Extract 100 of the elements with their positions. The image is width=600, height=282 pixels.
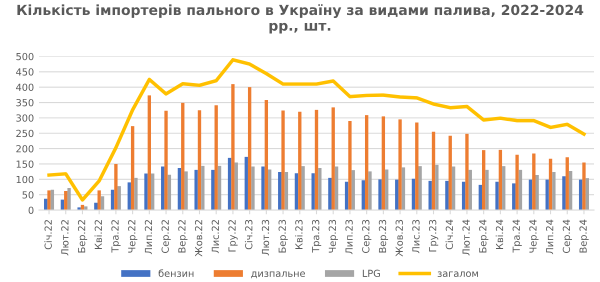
bar <box>231 84 235 210</box>
bar <box>311 173 315 210</box>
x-tick-label: Жов.23 <box>396 220 403 257</box>
x-tick-label: Сер.23 <box>362 220 372 253</box>
bar <box>194 170 198 210</box>
bar <box>586 178 589 210</box>
x-tick-label: Січ.22 <box>44 220 52 250</box>
bar <box>148 95 152 210</box>
x-tick-label: Сер.24 <box>562 220 572 253</box>
bar <box>418 166 422 210</box>
x-tick-label: Лип.24 <box>546 220 554 254</box>
line-series <box>47 58 586 202</box>
bar <box>201 166 204 210</box>
x-tick-label: Бер.23 <box>278 220 288 252</box>
bar <box>352 170 355 210</box>
bar <box>435 164 439 210</box>
bar <box>332 107 335 210</box>
bar <box>515 154 519 210</box>
x-tick-label: Вер.23 <box>378 220 388 252</box>
bar <box>578 180 582 210</box>
x-tick-label: Чер.22 <box>128 220 138 253</box>
x-tick-label: Лют.24 <box>462 220 470 256</box>
bar <box>535 175 539 210</box>
x-tick-label: Вер.22 <box>178 220 188 252</box>
x-tick-label: Січ.23 <box>244 220 252 250</box>
legend-label: LPG <box>362 270 380 278</box>
y-tick-label: 0 <box>28 206 34 214</box>
bar <box>248 87 252 210</box>
x-tick-label: Кві.22 <box>94 220 102 249</box>
bar <box>128 182 131 210</box>
legend-label: бензин <box>158 269 194 278</box>
bar <box>184 171 188 210</box>
bar <box>60 200 64 210</box>
bar <box>385 170 388 210</box>
x-tick-label: Січ.24 <box>446 220 454 250</box>
bar <box>278 172 282 210</box>
bar <box>532 154 536 210</box>
y-tick-label: 250 <box>16 130 34 138</box>
x-tick-label: Бер.22 <box>78 220 88 252</box>
bar <box>468 170 472 210</box>
bar <box>498 150 502 210</box>
x-tick-label: Кві.24 <box>496 220 504 249</box>
bar <box>562 176 566 210</box>
x-tick-label: Лип.23 <box>345 220 353 254</box>
bar <box>382 116 386 210</box>
y-tick-label: 50 <box>22 191 34 199</box>
bar <box>478 184 482 210</box>
bar <box>318 168 322 210</box>
bar <box>268 170 272 210</box>
x-tick-label: Тра.24 <box>512 220 522 253</box>
x-tick-label: Лип.22 <box>144 220 152 254</box>
y-tick-label: 100 <box>16 176 34 184</box>
bar <box>566 157 569 210</box>
bar <box>502 166 506 210</box>
bar <box>67 188 71 210</box>
bar <box>181 102 184 210</box>
bar <box>264 100 268 210</box>
legend-label: дизпальне <box>251 271 305 278</box>
x-tick-label: Лис.23 <box>412 220 420 254</box>
bar <box>344 182 348 210</box>
bar <box>362 180 365 210</box>
bar <box>448 136 452 210</box>
bar <box>234 162 238 210</box>
bar <box>130 126 134 210</box>
legend-label: загалом <box>438 271 478 278</box>
bar <box>94 202 98 210</box>
bar <box>161 166 164 210</box>
x-tick-label: Гру.22 <box>228 220 238 252</box>
x-tick-label: Сер.22 <box>162 220 171 253</box>
bar <box>552 172 556 210</box>
x-tick-label: Тра.22 <box>111 220 121 253</box>
bar <box>214 105 218 210</box>
bar <box>168 174 172 210</box>
bar <box>151 174 154 210</box>
bar <box>568 171 572 210</box>
bar <box>395 180 398 210</box>
bar <box>462 182 466 210</box>
y-tick-label: 500 <box>16 52 34 60</box>
bar <box>284 172 288 210</box>
bar <box>98 190 101 210</box>
x-tick-label: Гру.23 <box>428 220 438 252</box>
bar <box>364 115 368 210</box>
x-tick-label: Лют.23 <box>262 220 270 256</box>
bar <box>398 119 402 210</box>
bar <box>301 166 305 210</box>
y-tick-label: 300 <box>16 114 34 122</box>
x-tick-label: Кві.23 <box>295 220 303 249</box>
y-tick-label: 150 <box>16 160 34 168</box>
bar <box>445 180 449 210</box>
bar <box>244 156 248 210</box>
bar <box>512 183 516 210</box>
x-tick-label: Чер.23 <box>328 220 338 253</box>
bar <box>415 122 418 210</box>
y-tick-label: 200 <box>16 145 34 152</box>
bar <box>211 170 215 210</box>
bar <box>64 191 68 210</box>
x-tick-label: Тра.23 <box>312 220 322 253</box>
bar <box>428 180 432 210</box>
x-tick-label: Лис.22 <box>212 220 220 254</box>
y-tick-label: 350 <box>16 98 34 106</box>
